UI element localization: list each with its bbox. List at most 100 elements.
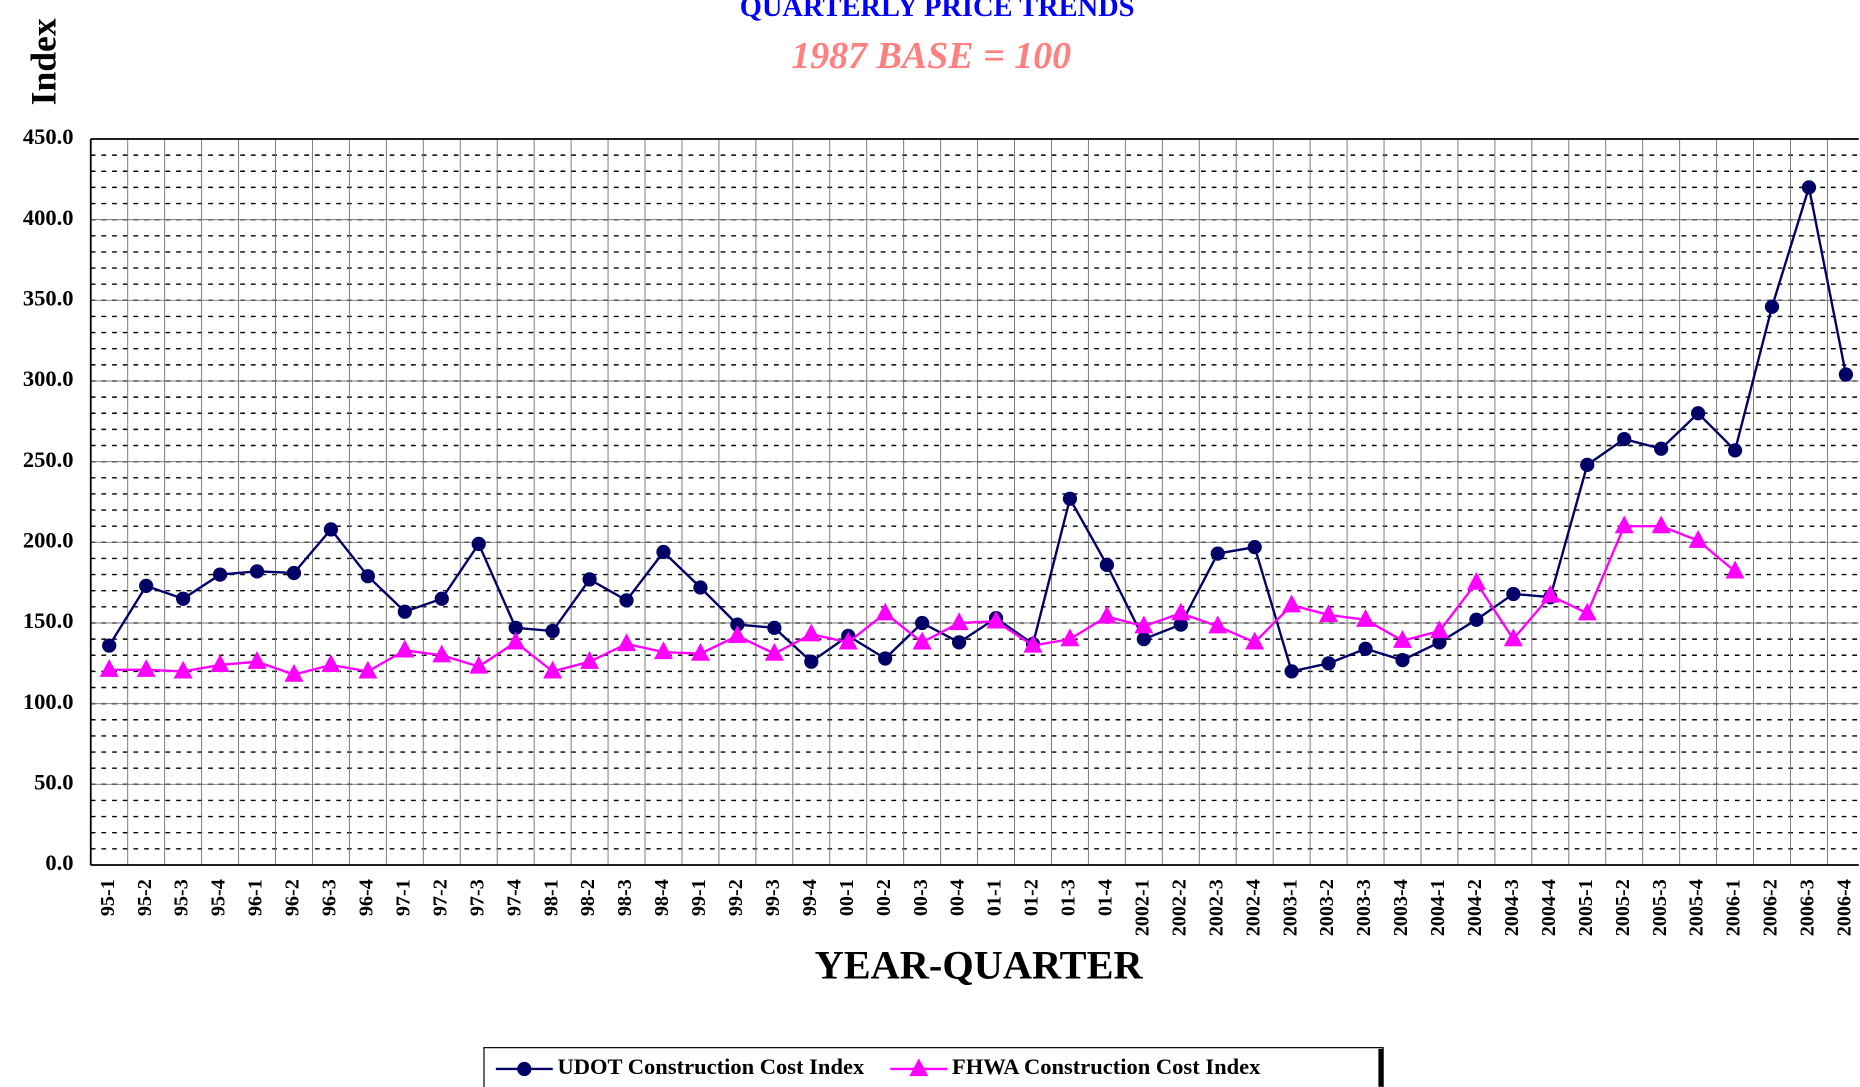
data-point — [1356, 609, 1376, 627]
data-point — [730, 617, 745, 632]
x-tick-label: 2002-4 — [1242, 879, 1264, 936]
data-point — [506, 631, 526, 650]
data-point — [1210, 546, 1225, 561]
data-point — [878, 651, 893, 666]
x-axis-label: YEAR-QUARTER — [815, 943, 1144, 988]
data-point — [543, 660, 563, 679]
data-point — [286, 565, 302, 581]
data-point — [801, 623, 821, 642]
y-tick-label: 350.0 — [23, 285, 74, 310]
data-point — [1358, 641, 1373, 656]
data-point — [1727, 443, 1743, 458]
data-point — [1838, 367, 1854, 382]
data-point — [173, 660, 193, 679]
x-tick-label: 96-4 — [356, 879, 378, 916]
data-point — [360, 569, 375, 584]
x-tick-label: 98-4 — [651, 879, 673, 916]
x-tick-label: 2005-1 — [1575, 879, 1597, 936]
y-tick-label: 250.0 — [23, 447, 74, 472]
data-point — [212, 567, 228, 582]
data-point — [1062, 491, 1078, 506]
data-point — [1614, 515, 1634, 534]
data-point — [653, 641, 673, 660]
data-point — [1134, 615, 1154, 634]
data-point — [1023, 634, 1043, 653]
data-point — [323, 522, 339, 537]
x-tick-label: 2004-1 — [1427, 879, 1449, 936]
x-tick-label: 2003-4 — [1390, 879, 1412, 936]
x-tick-label: 2004-3 — [1501, 879, 1523, 936]
data-point — [1173, 617, 1188, 632]
data-point — [693, 580, 708, 595]
data-point — [656, 544, 671, 560]
x-tick-label: 96-3 — [319, 879, 341, 916]
x-tick-label: 00-4 — [947, 879, 969, 916]
data-point — [1319, 604, 1339, 623]
x-tick-label: 95-1 — [97, 879, 119, 916]
x-tick-label: 99-2 — [725, 879, 747, 916]
x-tick-label: 2002-2 — [1168, 879, 1190, 936]
data-point — [1469, 612, 1484, 627]
data-point — [1503, 628, 1523, 647]
x-tick-label: 97-4 — [503, 879, 525, 916]
data-point — [1321, 656, 1336, 671]
x-tick-label: 2006-1 — [1723, 879, 1745, 936]
data-point — [434, 591, 449, 606]
data-line — [108, 187, 1848, 673]
x-tick-label: 00-2 — [873, 879, 895, 916]
legend-label: FHWA Construction Cost Index — [952, 1054, 1261, 1079]
data-point — [358, 660, 378, 679]
x-tick-label: 97-2 — [429, 879, 451, 916]
data-point — [1247, 540, 1262, 555]
x-tick-label: 01-4 — [1095, 879, 1117, 916]
data-point — [469, 655, 489, 674]
data-point — [1284, 664, 1299, 679]
data-point — [1245, 631, 1265, 650]
x-tick-label: 2006-4 — [1834, 879, 1856, 936]
data-point — [397, 604, 412, 619]
x-tick-label: 2005-3 — [1649, 879, 1671, 936]
x-tick-label: 00-1 — [836, 879, 858, 916]
chart-subtitle: 1987 BASE = 100 — [791, 35, 1071, 77]
data-point — [1725, 560, 1745, 579]
data-point — [249, 564, 265, 579]
data-point — [1136, 631, 1151, 647]
data-point — [1208, 615, 1228, 634]
x-tick-label: 2005-4 — [1686, 879, 1708, 936]
data-point — [1466, 571, 1486, 590]
x-tick-label: 98-1 — [540, 879, 562, 916]
data-point — [619, 593, 634, 608]
legend-marker — [517, 1061, 532, 1077]
data-point — [471, 536, 486, 552]
data-point — [139, 578, 154, 593]
data-point — [99, 659, 119, 677]
y-tick-label: 150.0 — [23, 608, 74, 633]
x-tick-label: 2006-2 — [1760, 879, 1782, 936]
data-point — [580, 651, 600, 669]
data-point — [1282, 594, 1302, 613]
data-point — [764, 642, 784, 661]
data-point — [949, 612, 969, 631]
data-point — [1171, 602, 1191, 621]
data-point — [838, 631, 858, 650]
y-tick-label: 400.0 — [23, 205, 74, 230]
x-tick-label: 95-2 — [134, 879, 156, 916]
x-tick-label: 2002-3 — [1205, 879, 1227, 936]
data-point — [875, 602, 895, 621]
x-tick-label: 98-3 — [614, 879, 636, 916]
data-point — [395, 639, 415, 658]
data-point — [247, 651, 267, 669]
data-point — [986, 610, 1006, 629]
y-tick-label: 100.0 — [23, 689, 74, 714]
data-point — [1617, 431, 1632, 447]
data-point — [508, 620, 523, 635]
data-point — [1395, 652, 1410, 668]
y-tick-label: 450.0 — [23, 124, 74, 149]
x-tick-label: 99-4 — [799, 879, 821, 916]
y-tick-label: 0.0 — [45, 850, 73, 875]
data-point — [1060, 628, 1080, 647]
data-point — [1429, 620, 1449, 639]
data-point — [1690, 406, 1706, 421]
chart-title: QUARTERLY PRICE TRENDS — [740, 0, 1135, 23]
